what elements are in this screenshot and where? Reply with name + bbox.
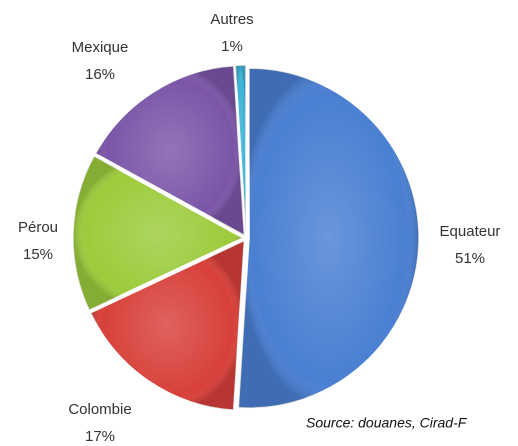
slice-label: Pérou bbox=[18, 219, 58, 236]
slice-value: 16% bbox=[85, 66, 115, 83]
slice-value: 17% bbox=[85, 428, 115, 445]
slice-label: Autres bbox=[210, 11, 253, 28]
source-note: Source: douanes, Cirad-F bbox=[306, 415, 468, 431]
slice-label: Mexique bbox=[72, 39, 129, 56]
slice-label: Equateur bbox=[440, 223, 501, 240]
pie-slice bbox=[237, 67, 420, 409]
slice-value: 1% bbox=[221, 38, 243, 55]
slice-label: Colombie bbox=[68, 401, 131, 418]
slice-value: 15% bbox=[23, 246, 53, 263]
slice-value: 51% bbox=[455, 250, 485, 267]
